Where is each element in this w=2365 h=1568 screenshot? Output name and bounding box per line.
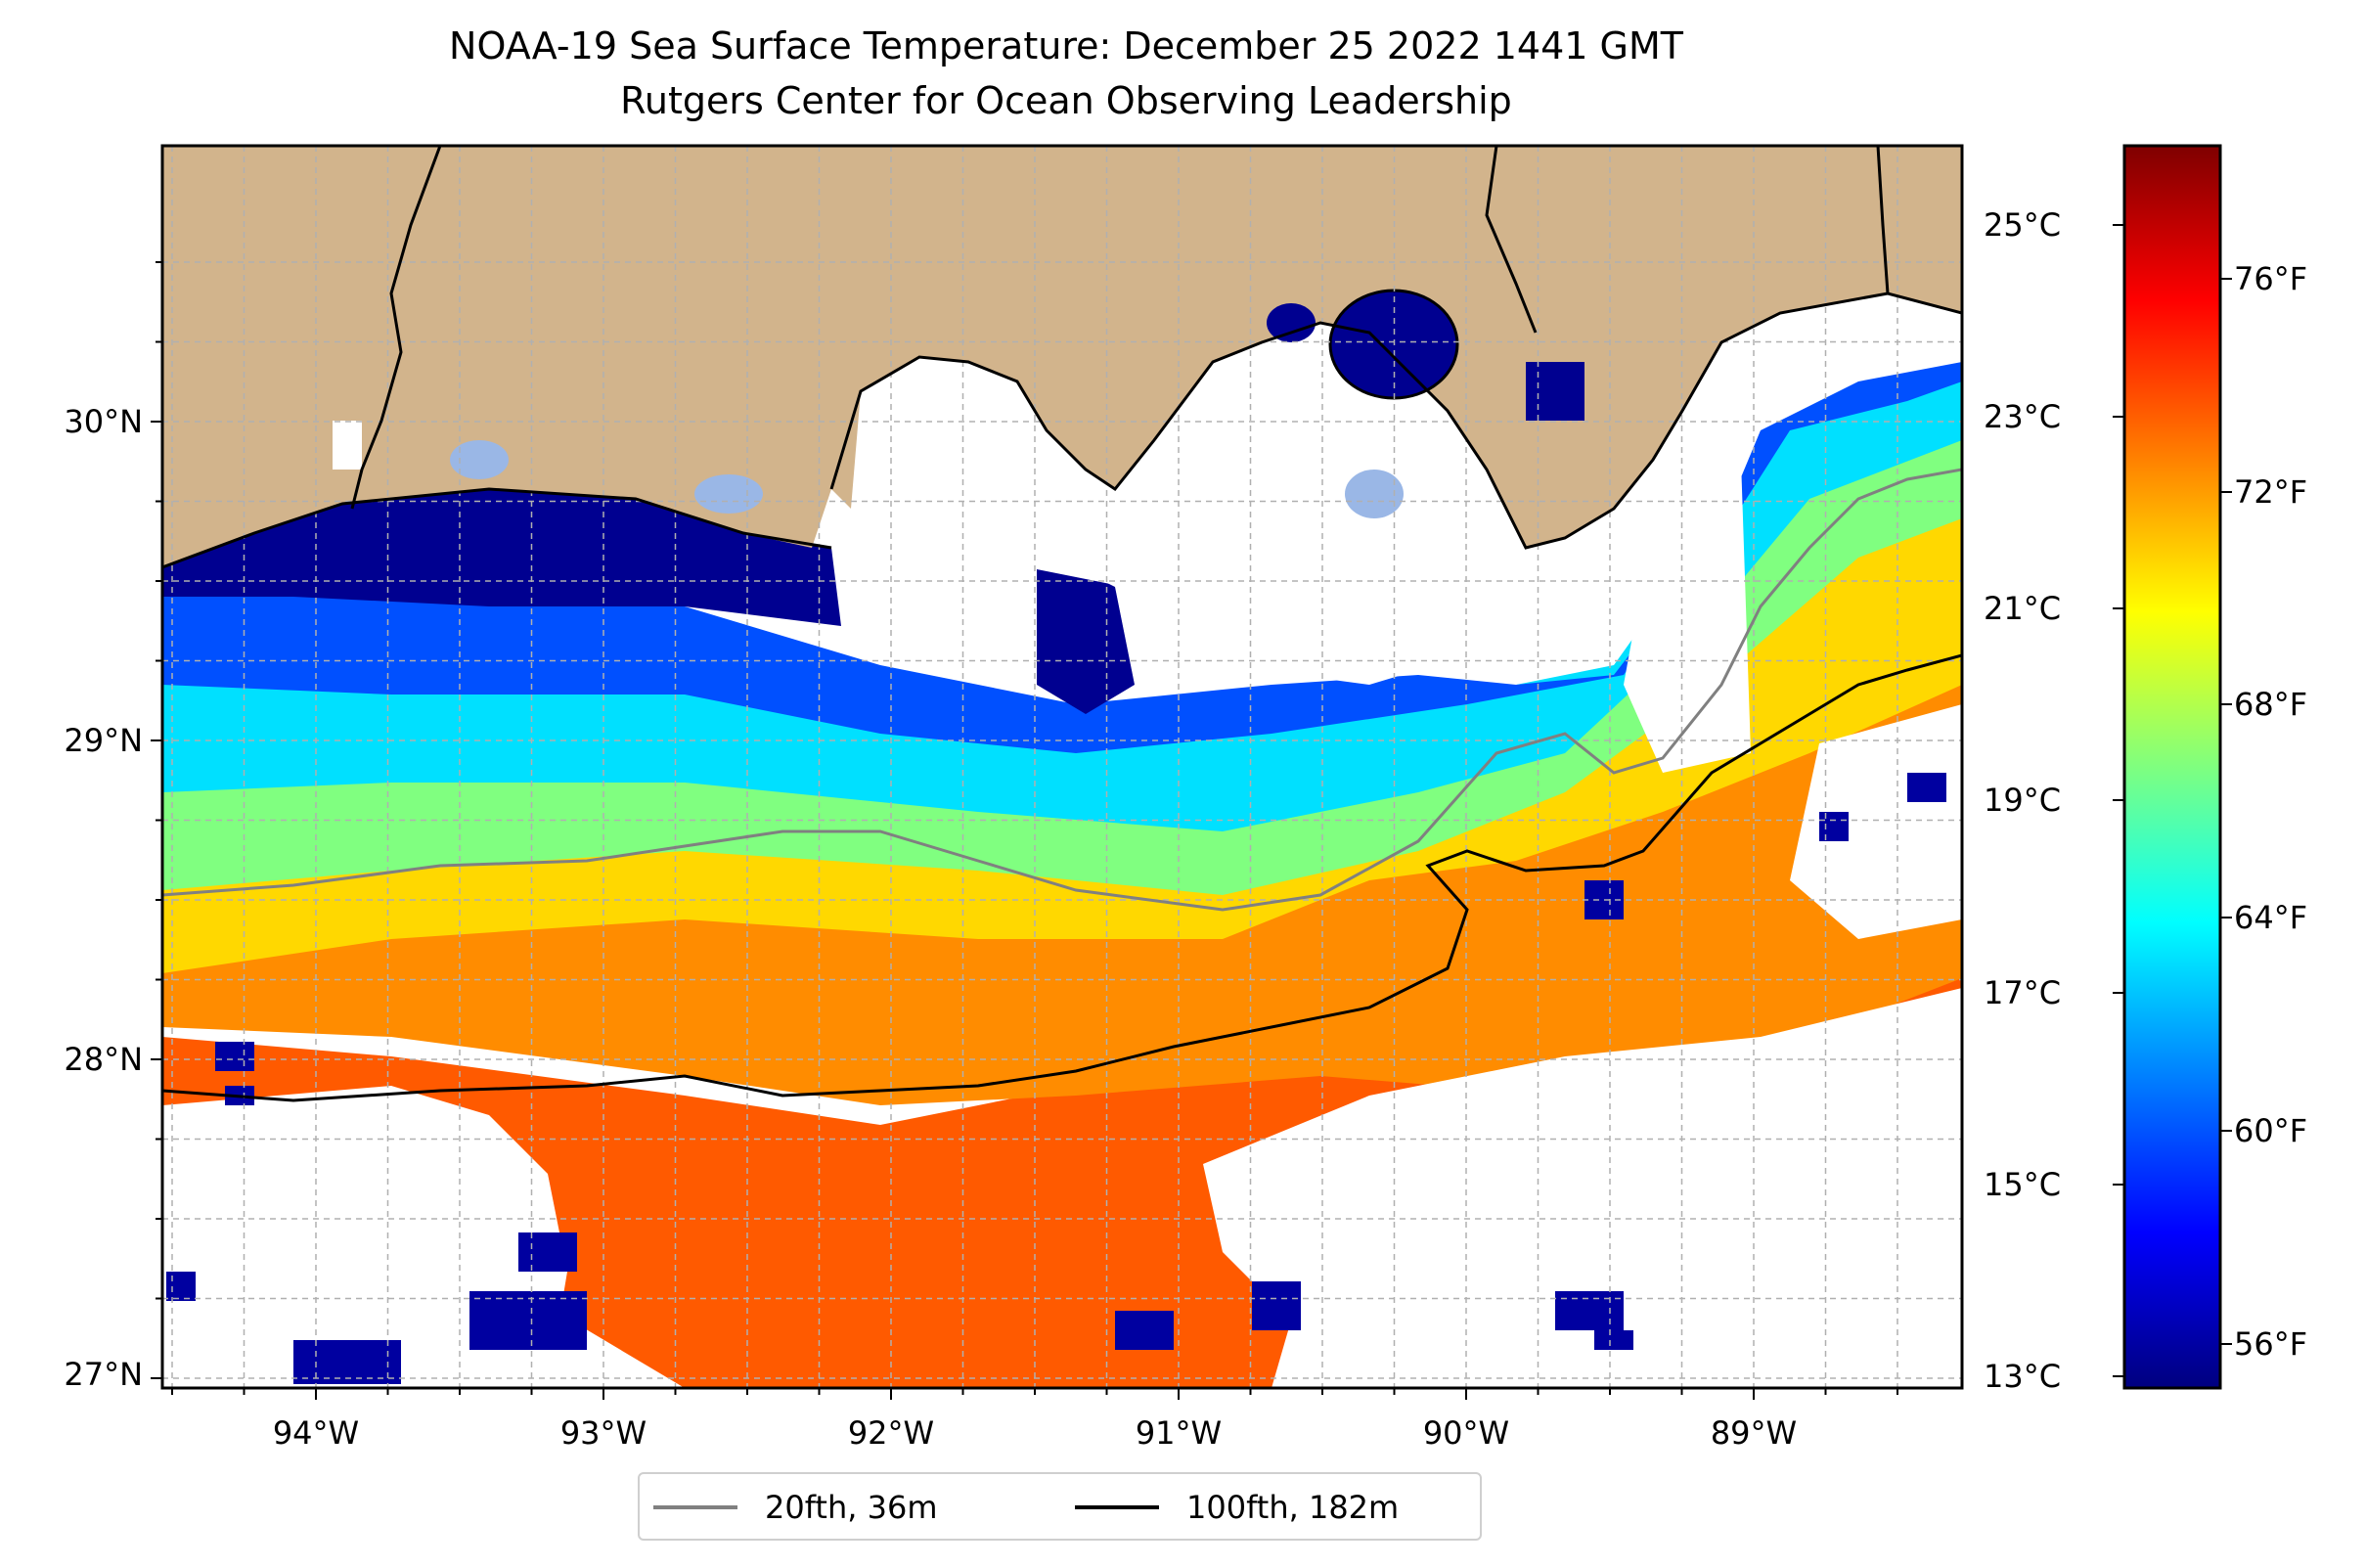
lon-tick-94w: 94°W	[272, 1414, 360, 1452]
cloud-edge-speckles	[166, 773, 1946, 1384]
cb-c-tick: 19°C	[1984, 782, 2062, 819]
sabine-lake	[333, 421, 362, 470]
sst-cyan-band	[162, 372, 1962, 831]
lat-tick-28n: 28°N	[64, 1041, 143, 1078]
lake-salvador	[1345, 470, 1404, 518]
legend-label-20fth: 20fth, 36m	[765, 1489, 938, 1526]
cb-f-tick: 68°F	[2234, 686, 2308, 723]
legend-item-20fth: 20fth, 36m	[653, 1488, 937, 1527]
legend-label-100fth: 100fth, 182m	[1186, 1489, 1400, 1526]
cb-f-tick: 72°F	[2234, 473, 2308, 511]
cb-c-tick: 21°C	[1984, 590, 2062, 627]
map-frame	[160, 144, 1964, 1390]
map-gridlines	[162, 146, 1962, 1388]
legend-swatch-gray	[653, 1505, 737, 1509]
lon-tick-89w: 89°W	[1710, 1414, 1798, 1452]
no-data-southwest	[162, 1086, 567, 1388]
colorbar-tickmarks	[2113, 224, 2232, 1377]
lake-calcasieu	[450, 440, 509, 479]
cb-f-tick: 64°F	[2234, 899, 2308, 936]
map-subtitle: Rutgers Center for Ocean Observing Leade…	[620, 79, 1512, 122]
cb-c-tick: 13°C	[1984, 1358, 2062, 1395]
cb-f-tick: 60°F	[2234, 1112, 2308, 1149]
lon-tick-91w: 91°W	[1135, 1414, 1223, 1452]
sst-cold-nearshore	[162, 489, 841, 626]
colorbar	[2122, 144, 2222, 1390]
lat-tick-30n: 30°N	[64, 403, 143, 440]
legend-swatch-black	[1075, 1505, 1159, 1509]
isobath-100fth	[162, 653, 1962, 1102]
land-louisiana	[162, 146, 1962, 567]
state-border	[350, 146, 1890, 510]
lat-tick-29n: 29°N	[64, 722, 143, 759]
no-data-southeast	[1203, 988, 1962, 1388]
cb-c-tick: 23°C	[1984, 398, 2062, 435]
cb-f-tick: 76°F	[2234, 260, 2308, 297]
lake-maurepas	[1267, 303, 1316, 342]
cb-c-tick: 15°C	[1984, 1166, 2062, 1203]
lake-borgne	[1526, 362, 1584, 421]
lat-tick-27n: 27°N	[64, 1356, 143, 1393]
legend-item-100fth: 100fth, 182m	[1075, 1488, 1399, 1527]
cb-c-tick: 25°C	[1984, 206, 2062, 244]
lake-grand	[694, 474, 763, 514]
sst-cold-nearshore-2	[1037, 548, 1135, 714]
lon-tick-92w: 92°W	[847, 1414, 935, 1452]
lon-tick-93w: 93°W	[559, 1414, 647, 1452]
isobath-20fth	[162, 468, 1962, 912]
isobath-legend: 20fth, 36m 100fth, 182m	[638, 1472, 1482, 1541]
no-data-east	[1624, 460, 1751, 773]
coastline	[162, 291, 1962, 569]
cb-f-tick: 56°F	[2234, 1325, 2308, 1363]
sst-blue-band	[162, 362, 1962, 753]
sst-orange-region	[162, 675, 1962, 1105]
lon-tick-90w: 90°W	[1422, 1414, 1510, 1452]
no-data-east-patch	[1790, 704, 1962, 939]
cb-c-tick: 17°C	[1984, 974, 2062, 1011]
map-title: NOAA-19 Sea Surface Temperature: Decembe…	[449, 24, 1683, 67]
axis-tickmarks	[151, 261, 1898, 1400]
